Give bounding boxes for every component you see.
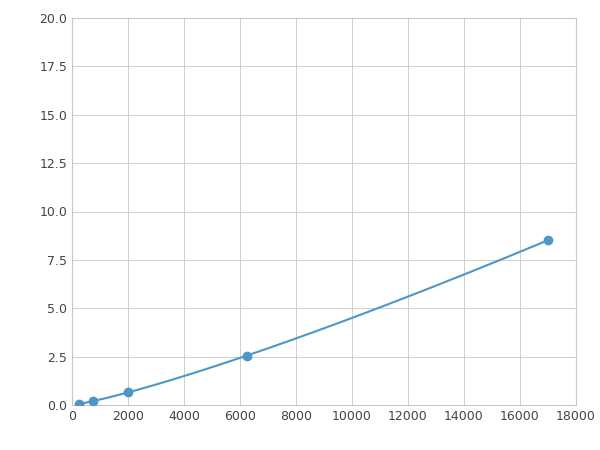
Point [123,389,133,396]
Point [543,237,553,244]
Point [242,352,252,359]
Point [74,400,84,408]
Point [88,397,98,405]
